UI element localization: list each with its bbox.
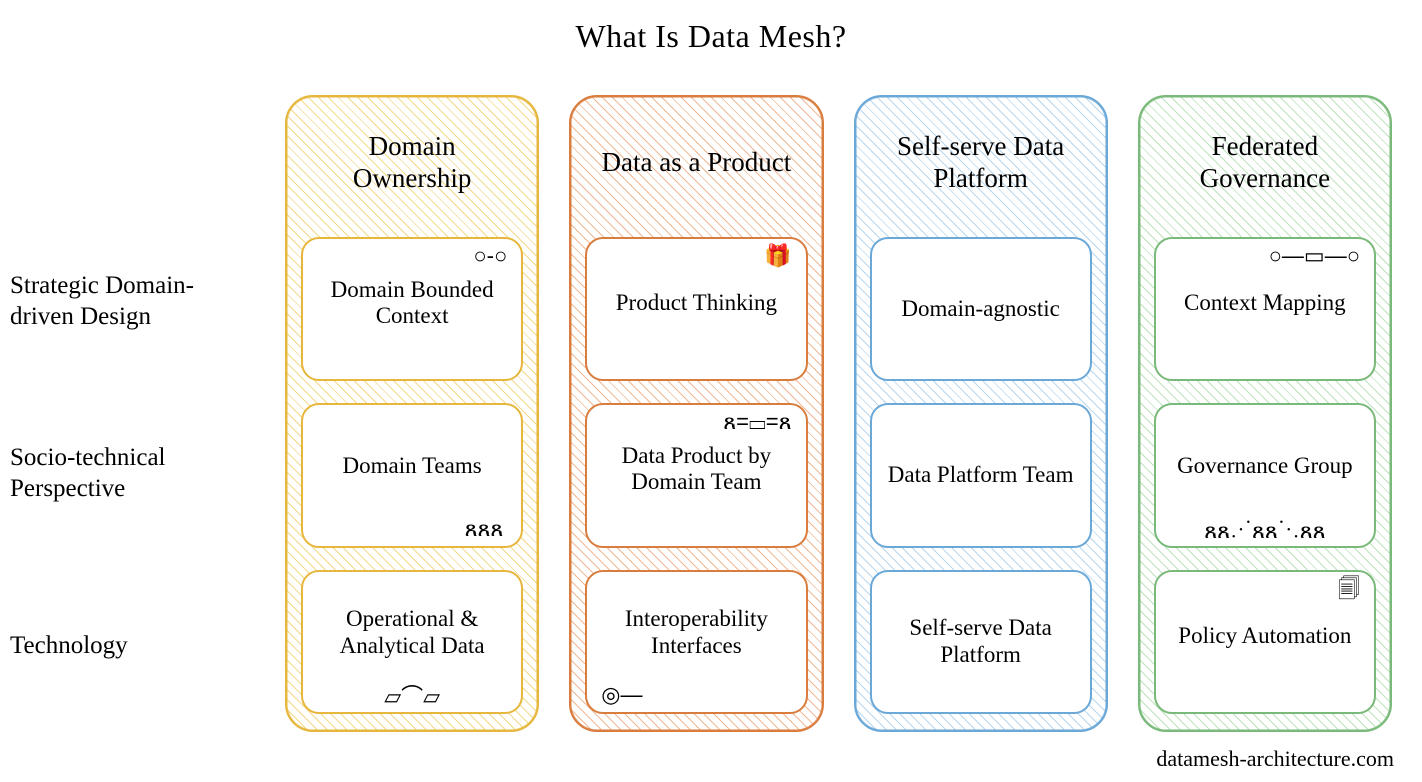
card-ownership-socio: Domain Teams ጸጸጸ	[301, 403, 523, 547]
people-icon: ጸጸጸ	[465, 518, 504, 540]
nodes-icon: ○-○	[473, 245, 507, 267]
card-ownership-ddd: ○-○ Domain Bounded Context	[301, 237, 523, 381]
card-label: Domain Bounded Context	[313, 277, 511, 330]
card-label: Data Platform Team	[888, 462, 1074, 488]
card-product-socio: ጸ=▭=ጸ Data Product by Domain Team	[585, 403, 807, 547]
pillar-ownership-title: Domain Ownership	[301, 109, 523, 215]
pillar-platform: Self-serve Data Platform Domain-agnostic…	[854, 95, 1108, 732]
row-label-socio: Socio-technical Perspective	[10, 387, 255, 559]
row-label-ddd: Strategic Domain-driven Design	[10, 215, 255, 387]
card-label: Product Thinking	[616, 290, 777, 316]
card-label: Context Mapping	[1184, 290, 1346, 316]
team-box-icon: ጸ=▭=ጸ	[723, 411, 791, 433]
mapping-icon: ○—▭—○	[1269, 245, 1360, 267]
card-product-ddd: 🎁 Product Thinking	[585, 237, 807, 381]
org-icon: ጸጸ⋰ጸጸ⋱ጸጸ	[1156, 520, 1374, 542]
card-governance-ddd: ○—▭—○ Context Mapping	[1154, 237, 1376, 381]
card-label: Domain Teams	[343, 453, 482, 479]
card-label: Policy Automation	[1178, 623, 1351, 649]
card-label: Domain-agnostic	[901, 296, 1059, 322]
card-platform-ddd: Domain-agnostic	[870, 237, 1092, 381]
attribution: datamesh-architecture.com	[1156, 746, 1394, 772]
pillar-product-title: Data as a Product	[585, 109, 807, 215]
card-label: Operational & Analytical Data	[313, 606, 511, 659]
pillar-product: Data as a Product 🎁 Product Thinking ጸ=▭…	[569, 95, 823, 732]
card-governance-socio: Governance Group ጸጸ⋰ጸጸ⋱ጸጸ	[1154, 403, 1376, 547]
pillar-governance-title: Federated Governance	[1154, 109, 1376, 215]
card-label: Governance Group	[1177, 453, 1353, 479]
card-label: Interoperability Interfaces	[597, 606, 795, 659]
matrix-grid: Strategic Domain-driven Design Socio-tec…	[10, 95, 1392, 732]
card-label: Self-serve Data Platform	[882, 615, 1080, 668]
page-title: What Is Data Mesh?	[0, 0, 1422, 55]
card-label: Data Product by Domain Team	[597, 443, 795, 496]
document-icon: 🗐	[1338, 578, 1360, 600]
card-governance-tech: 🗐 Policy Automation	[1154, 570, 1376, 714]
pillar-governance: Federated Governance ○—▭—○ Context Mappi…	[1138, 95, 1392, 732]
pillar-ownership: Domain Ownership ○-○ Domain Bounded Cont…	[285, 95, 539, 732]
card-platform-socio: Data Platform Team	[870, 403, 1092, 547]
data-icon: ▱⌒▱	[303, 686, 521, 708]
card-product-tech: Interoperability Interfaces ◎—	[585, 570, 807, 714]
pillar-platform-title: Self-serve Data Platform	[870, 109, 1092, 215]
header-spacer	[10, 95, 255, 215]
gift-icon: 🎁	[764, 245, 791, 267]
card-platform-tech: Self-serve Data Platform	[870, 570, 1092, 714]
row-label-tech: Technology	[10, 560, 255, 732]
card-ownership-tech: Operational & Analytical Data ▱⌒▱	[301, 570, 523, 714]
port-icon: ◎—	[601, 684, 642, 706]
